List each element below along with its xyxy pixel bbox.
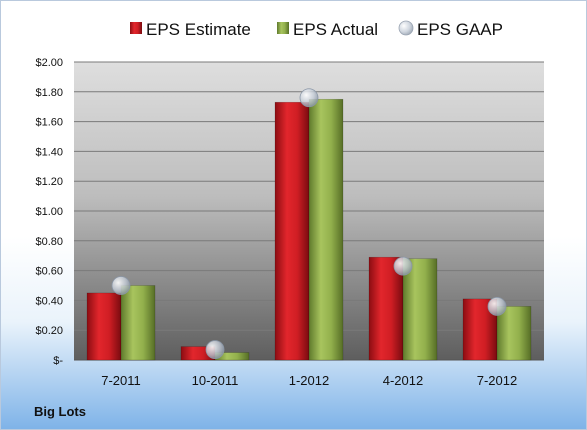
legend-label-actual: EPS Actual: [293, 20, 378, 39]
gaap-marker: [111, 276, 131, 295]
gaap-marker: [205, 340, 225, 359]
bar-actual: [402, 258, 438, 361]
bar-estimate: [86, 292, 122, 361]
y-tick-label: $0.20: [35, 325, 63, 337]
y-tick-label: $1.40: [35, 146, 63, 158]
legend-label-gaap: EPS GAAP: [417, 20, 503, 39]
legend-swatch-estimate: [130, 22, 142, 34]
legend-swatch-actual: [277, 22, 289, 34]
y-tick-label: $2.00: [35, 57, 63, 69]
x-tick-label: 4-2012: [383, 373, 423, 388]
x-tick-label: 7-2012: [477, 373, 517, 388]
legend-swatch-gaap: [398, 20, 414, 36]
y-tick-label: $1.20: [35, 176, 63, 188]
gaap-marker: [487, 296, 507, 316]
y-tick-label: $1.60: [35, 117, 63, 129]
legend-label-estimate: EPS Estimate: [146, 20, 251, 39]
bar-estimate: [368, 256, 404, 361]
x-tick-label: 10-2011: [192, 373, 239, 388]
legend: EPS Estimate EPS Actual EPS GAAP: [130, 20, 503, 39]
bar-actual: [120, 285, 156, 361]
bars: [86, 98, 532, 361]
y-tick-label: $0.60: [35, 266, 63, 278]
gaap-marker: [299, 88, 319, 108]
y-tick-label: $-: [53, 355, 63, 367]
gaap-markers: [111, 88, 507, 359]
gaap-marker: [393, 256, 413, 276]
x-tick-label: 7-2011: [101, 373, 141, 388]
y-axis-ticks: $- $0.20 $0.40 $0.60 $0.80 $1.00 $1.20 $1.40 $1.…: [35, 57, 63, 367]
bar-actual: [496, 306, 532, 361]
bar-actual: [308, 98, 344, 361]
x-axis-labels: 7-2011 10-2011 1-2012 4-2012 7-2012: [101, 373, 517, 388]
x-tick-label: 1-2012: [289, 373, 329, 388]
y-tick-label: $0.80: [35, 236, 63, 248]
y-tick-label: $1.80: [35, 87, 63, 99]
y-tick-label: $0.40: [35, 295, 63, 307]
company-name: Big Lots: [34, 404, 86, 419]
y-tick-label: $1.00: [35, 206, 63, 218]
bar-estimate: [274, 101, 310, 361]
